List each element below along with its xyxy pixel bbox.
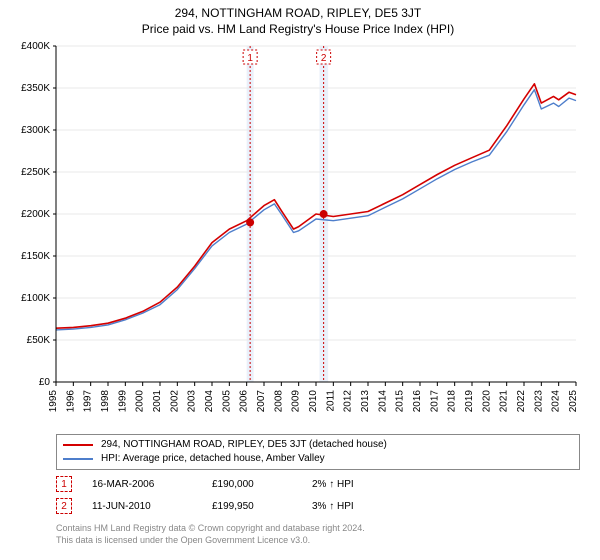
txn-delta: 3% ↑ HPI xyxy=(312,501,354,512)
svg-text:1999: 1999 xyxy=(117,390,128,413)
svg-text:£200K: £200K xyxy=(21,209,50,220)
svg-text:2018: 2018 xyxy=(447,390,458,413)
footnote-line: Contains HM Land Registry data © Crown c… xyxy=(56,522,590,534)
svg-text:2020: 2020 xyxy=(481,390,492,413)
svg-text:2022: 2022 xyxy=(516,390,527,413)
svg-text:£50K: £50K xyxy=(27,335,51,346)
price-chart: £0 £50K £100K £150K £200K £250K £300K £350K £400… xyxy=(6,40,590,430)
txn-date: 16-MAR-2006 xyxy=(92,479,212,490)
svg-text:2005: 2005 xyxy=(221,390,232,413)
legend-swatch xyxy=(63,458,93,460)
txn-marker-icon: 2 xyxy=(56,498,72,514)
transaction-row: 2 11-JUN-2010 £199,950 3% ↑ HPI xyxy=(56,498,590,514)
legend-item: 294, NOTTINGHAM ROAD, RIPLEY, DE5 3JT (d… xyxy=(63,438,573,452)
svg-text:2021: 2021 xyxy=(499,390,510,413)
svg-text:2019: 2019 xyxy=(464,390,475,413)
svg-text:1996: 1996 xyxy=(65,390,76,413)
svg-text:2016: 2016 xyxy=(412,390,423,413)
txn-marker-icon: 1 xyxy=(56,476,72,492)
svg-text:2002: 2002 xyxy=(169,390,180,413)
svg-text:£250K: £250K xyxy=(21,167,50,178)
svg-text:2006: 2006 xyxy=(239,390,250,413)
transaction-row: 1 16-MAR-2006 £190,000 2% ↑ HPI xyxy=(56,476,590,492)
svg-text:1: 1 xyxy=(247,53,253,64)
svg-text:2008: 2008 xyxy=(273,390,284,413)
svg-text:2: 2 xyxy=(321,53,327,64)
txn-delta: 2% ↑ HPI xyxy=(312,479,354,490)
svg-text:2014: 2014 xyxy=(377,390,388,413)
svg-text:1997: 1997 xyxy=(83,390,94,413)
svg-text:£0: £0 xyxy=(39,377,51,388)
svg-text:2004: 2004 xyxy=(204,390,215,413)
svg-text:2007: 2007 xyxy=(256,390,267,413)
txn-date: 11-JUN-2010 xyxy=(92,501,212,512)
txn-price: £199,950 xyxy=(212,501,312,512)
svg-text:£400K: £400K xyxy=(21,41,50,52)
svg-text:2017: 2017 xyxy=(429,390,440,413)
svg-text:£150K: £150K xyxy=(21,251,50,262)
svg-text:1995: 1995 xyxy=(48,390,59,413)
svg-text:1998: 1998 xyxy=(100,390,111,413)
legend-label: HPI: Average price, detached house, Ambe… xyxy=(101,452,325,466)
svg-text:£350K: £350K xyxy=(21,83,50,94)
txn-price: £190,000 xyxy=(212,479,312,490)
svg-text:2023: 2023 xyxy=(533,390,544,413)
svg-text:2009: 2009 xyxy=(291,390,302,413)
svg-text:2001: 2001 xyxy=(152,390,163,413)
svg-text:2011: 2011 xyxy=(325,390,336,412)
page-title: 294, NOTTINGHAM ROAD, RIPLEY, DE5 3JT xyxy=(6,6,590,20)
legend-item: HPI: Average price, detached house, Ambe… xyxy=(63,452,573,466)
svg-text:2013: 2013 xyxy=(360,390,371,413)
chart-svg: £0 £50K £100K £150K £200K £250K £300K £350K £400… xyxy=(6,40,586,430)
svg-text:2010: 2010 xyxy=(308,390,319,413)
svg-text:2000: 2000 xyxy=(135,390,146,413)
legend: 294, NOTTINGHAM ROAD, RIPLEY, DE5 3JT (d… xyxy=(56,434,580,470)
page-subtitle: Price paid vs. HM Land Registry's House … xyxy=(6,22,590,36)
footnote-line: This data is licensed under the Open Gov… xyxy=(56,534,590,546)
svg-text:2024: 2024 xyxy=(551,390,562,413)
legend-swatch xyxy=(63,444,93,446)
svg-text:£300K: £300K xyxy=(21,125,50,136)
footnote: Contains HM Land Registry data © Crown c… xyxy=(56,522,590,546)
svg-text:2015: 2015 xyxy=(395,390,406,413)
svg-text:2025: 2025 xyxy=(568,390,579,413)
legend-label: 294, NOTTINGHAM ROAD, RIPLEY, DE5 3JT (d… xyxy=(101,438,387,452)
svg-text:2003: 2003 xyxy=(187,390,198,413)
svg-text:2012: 2012 xyxy=(343,390,354,413)
svg-text:£100K: £100K xyxy=(21,293,50,304)
